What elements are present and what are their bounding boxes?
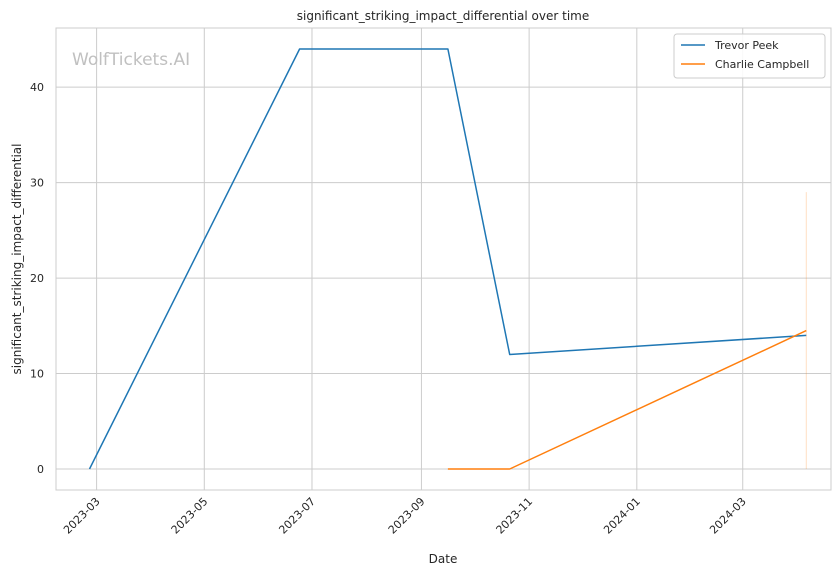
legend-label-trevor-peek: Trevor Peek: [714, 39, 779, 52]
trevor-peek-line: [88, 48, 807, 470]
y-tick-label: 10: [30, 368, 44, 381]
plot-frame: [55, 27, 832, 491]
legend: Trevor Peek Charlie Campbell: [673, 33, 826, 79]
y-tick-label: 40: [30, 81, 44, 94]
x-tick-label: 2023-11: [494, 495, 536, 537]
grid: [56, 28, 831, 490]
x-tick-label: 2024-01: [601, 495, 643, 537]
x-tick-label: 2024-03: [707, 495, 749, 537]
x-tick-label: 2023-05: [169, 495, 211, 537]
x-tick-label: 2023-09: [386, 495, 428, 537]
x-tick-label: 2023-07: [276, 495, 318, 537]
watermark: WolfTickets.AI: [72, 50, 190, 70]
y-tick-label: 20: [30, 272, 44, 285]
x-axis-label: Date: [429, 552, 458, 566]
chart-title: significant_striking_impact_differential…: [297, 9, 589, 23]
x-tick-label: 2023-03: [61, 495, 103, 537]
legend-box: [673, 33, 826, 79]
y-tick-label: 30: [30, 177, 44, 190]
y-tick-labels: 0 10 20 30 40: [30, 81, 44, 476]
series-lines: [88, 48, 807, 470]
x-tick-labels: 2023-03 2023-05 2023-07 2023-09 2023-11 2024-…: [61, 495, 749, 537]
y-tick-label: 0: [37, 463, 44, 476]
charlie-campbell-line: [447, 329, 807, 470]
y-axis-label: significant_striking_impact_differential: [10, 144, 24, 375]
legend-label-charlie-campbell: Charlie Campbell: [715, 58, 809, 71]
